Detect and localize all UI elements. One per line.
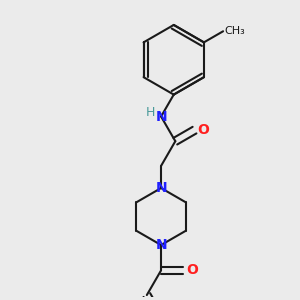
Text: H: H [145, 106, 155, 119]
Text: O: O [198, 123, 210, 137]
Text: O: O [186, 263, 198, 278]
Text: N: N [155, 110, 167, 124]
Text: N: N [155, 238, 167, 252]
Text: N: N [155, 181, 167, 195]
Text: CH₃: CH₃ [225, 26, 245, 36]
